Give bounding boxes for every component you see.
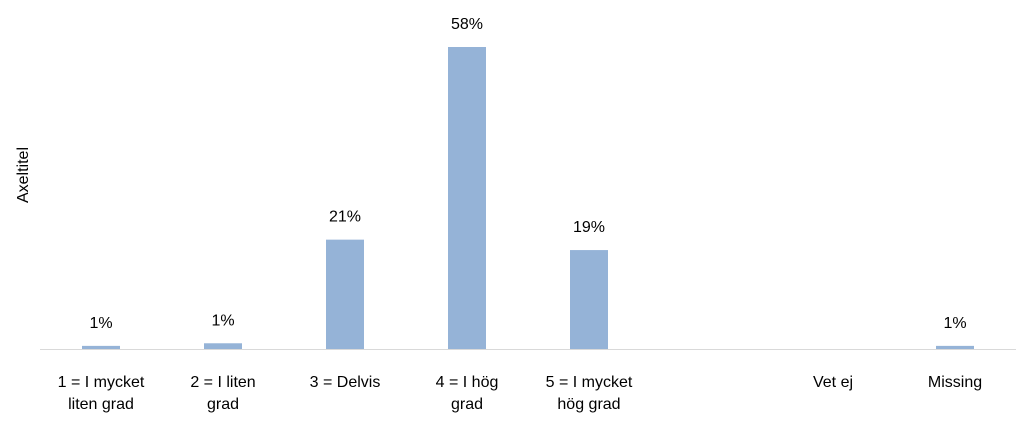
bar <box>448 47 486 349</box>
data-label: 1% <box>211 312 234 329</box>
data-label: 1% <box>943 315 966 332</box>
y-axis-title: Axeltitel <box>15 147 32 203</box>
x-tick-label: Vet ej <box>812 374 854 391</box>
bar <box>204 343 242 349</box>
bar <box>936 345 974 349</box>
bar <box>82 345 120 349</box>
x-tick-label: 1 = I mycket liten grad <box>57 374 145 413</box>
data-label: 1% <box>89 315 112 332</box>
bar <box>570 250 608 349</box>
x-tick-label: 5 = I mycket hög grad <box>545 374 633 413</box>
data-label: 19% <box>573 219 605 236</box>
data-label: 58% <box>451 16 483 33</box>
data-label: 21% <box>329 209 361 226</box>
x-tick-label: 4 = I hög grad <box>435 374 499 413</box>
x-tick-label: Missing <box>927 374 983 391</box>
bar <box>326 239 364 349</box>
x-tick-label: 3 = Delvis <box>309 374 381 391</box>
x-tick-label: 2 = I liten grad <box>190 374 256 413</box>
